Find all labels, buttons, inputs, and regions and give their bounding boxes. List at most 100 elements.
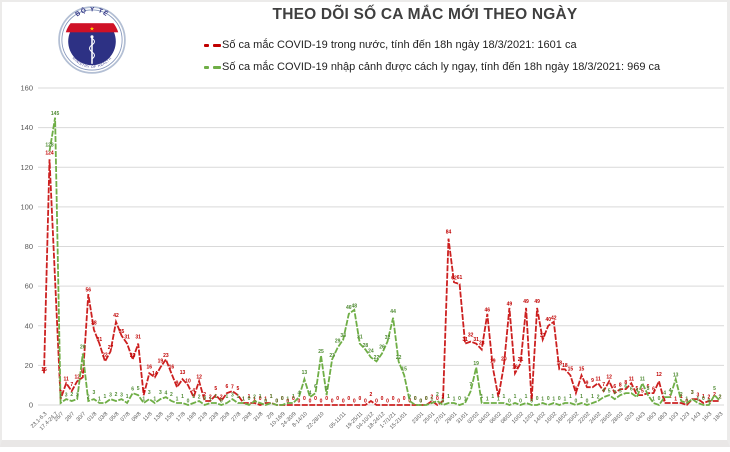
data-point-label: 9: [176, 381, 179, 387]
data-point-label: 0: [353, 399, 356, 405]
svg-text:BỘ Y TẾ: BỘ Y TẾ: [74, 5, 111, 18]
data-point-label: 0: [419, 399, 422, 405]
data-point-label: 0: [442, 399, 445, 405]
x-axis-tick-label: 31/8: [253, 411, 265, 423]
data-point-label: 3: [691, 390, 694, 396]
data-point-label: 1: [225, 394, 228, 400]
data-point-label: 3: [65, 393, 68, 399]
data-point-label: 1: [464, 397, 467, 403]
data-point-label: 6: [630, 387, 633, 393]
y-axis-tick-label: 60: [25, 282, 33, 291]
legend-item-imported: Số ca mắc COVID-19 nhập cảnh được cách l…: [204, 56, 660, 78]
data-point-label: 0: [685, 399, 688, 405]
data-point-label: 0: [414, 396, 417, 402]
data-point-label: 0: [414, 396, 417, 402]
y-axis-tick-label: 40: [25, 321, 33, 330]
data-point-label: 19: [490, 358, 496, 364]
data-point-label: 4: [192, 388, 195, 394]
data-point-label: 2: [719, 395, 722, 401]
data-point-label: 9: [591, 378, 594, 384]
data-point-label: 3: [109, 393, 112, 399]
data-point-label: 1: [98, 397, 101, 403]
data-point-label: 0: [575, 399, 578, 405]
data-point-label: 16: [512, 364, 518, 370]
data-point-label: 22: [396, 355, 402, 361]
legend-dash-icon: [213, 43, 221, 47]
x-axis-tick-label: 16/3: [702, 411, 714, 423]
data-point-label: 14: [80, 368, 86, 374]
data-point-label: 0: [458, 396, 461, 402]
data-point-label: 31: [135, 335, 141, 341]
logo-top-text: BỘ Y TẾ: [74, 5, 110, 18]
data-point-label: 0: [309, 399, 312, 405]
x-axis-tick-label: 26/7: [53, 411, 65, 423]
data-point-label: 16: [41, 367, 47, 373]
data-point-label: 10: [185, 379, 191, 385]
data-point-label: 1: [264, 397, 267, 403]
data-point-label: 3: [120, 393, 123, 399]
x-axis-tick-label: 10/3: [668, 411, 680, 423]
data-point-label: 40: [545, 317, 551, 323]
data-point-label: 1: [253, 397, 256, 403]
data-point-label: 0: [314, 396, 317, 402]
data-point-label: 31: [124, 335, 130, 341]
data-point-label: 0: [392, 396, 395, 402]
x-axis-tick-label: 13/8: [153, 411, 165, 423]
x-axis-tick-label: 04/3: [635, 411, 647, 423]
x-axis-tick-label: 06/3: [646, 411, 658, 423]
data-point-label: 1: [552, 397, 555, 403]
data-point-label: 0: [286, 399, 289, 405]
data-point-label: 0: [397, 399, 400, 405]
data-point-label: 62: [451, 276, 457, 282]
data-point-label: 33: [340, 333, 346, 339]
data-point-label: 7: [231, 385, 234, 391]
data-point-label: 1: [286, 397, 289, 403]
data-point-label: 1: [248, 394, 251, 400]
data-point-label: 6: [613, 384, 616, 390]
data-point-label: 2: [430, 395, 433, 401]
data-point-label: 5: [608, 389, 611, 395]
data-point-label: 0: [658, 396, 661, 402]
data-point-label: 31: [473, 337, 479, 343]
data-point-label: 1: [259, 394, 262, 400]
data-point-label: 11: [629, 377, 635, 383]
data-point-label: 4: [497, 391, 500, 397]
data-point-label: 20: [501, 356, 507, 362]
data-point-label: 4: [602, 388, 605, 394]
data-point-label: 5: [325, 386, 328, 392]
data-point-label: 8: [624, 380, 627, 386]
data-point-label: 0: [419, 399, 422, 405]
data-point-label: 128: [45, 142, 54, 148]
x-axis-tick-label: 15/8: [164, 411, 176, 423]
data-point-label: 5: [647, 386, 650, 392]
data-point-label: 21: [518, 357, 524, 363]
x-axis-tick-label: 05/8: [109, 411, 121, 423]
x-axis-tick-label: 25/8: [219, 411, 231, 423]
data-point-label: 1: [525, 394, 528, 400]
x-axis-tick-label: 09/8: [131, 411, 143, 423]
data-point-label: 1: [237, 394, 240, 400]
data-point-label: 32: [468, 333, 474, 339]
data-point-label: 19: [473, 361, 479, 367]
data-point-label: 42: [551, 315, 557, 321]
data-point-label: 1: [209, 397, 212, 403]
data-point-label: 6: [575, 387, 578, 393]
data-point-label: 0: [248, 396, 251, 402]
data-point-label: 3: [148, 390, 151, 396]
data-point-label: 22: [374, 355, 380, 361]
data-point-label: 1: [104, 394, 107, 400]
data-point-label: 0: [297, 399, 300, 405]
data-point-label: 3: [691, 390, 694, 396]
data-point-label: 0: [436, 396, 439, 402]
data-point-label: 13: [302, 370, 308, 376]
data-point-label: 6: [314, 384, 317, 390]
legend-dash-icon: [213, 65, 221, 69]
data-point-label: 1: [486, 397, 489, 403]
data-point-label: 0: [586, 399, 589, 405]
data-point-label: 1: [480, 394, 483, 400]
data-point-label: 3: [92, 390, 95, 396]
data-point-label: 0: [375, 399, 378, 405]
x-axis-tick-label: 18/3: [713, 411, 725, 423]
data-point-label: 46: [346, 305, 352, 311]
data-point-label: 7: [469, 382, 472, 388]
